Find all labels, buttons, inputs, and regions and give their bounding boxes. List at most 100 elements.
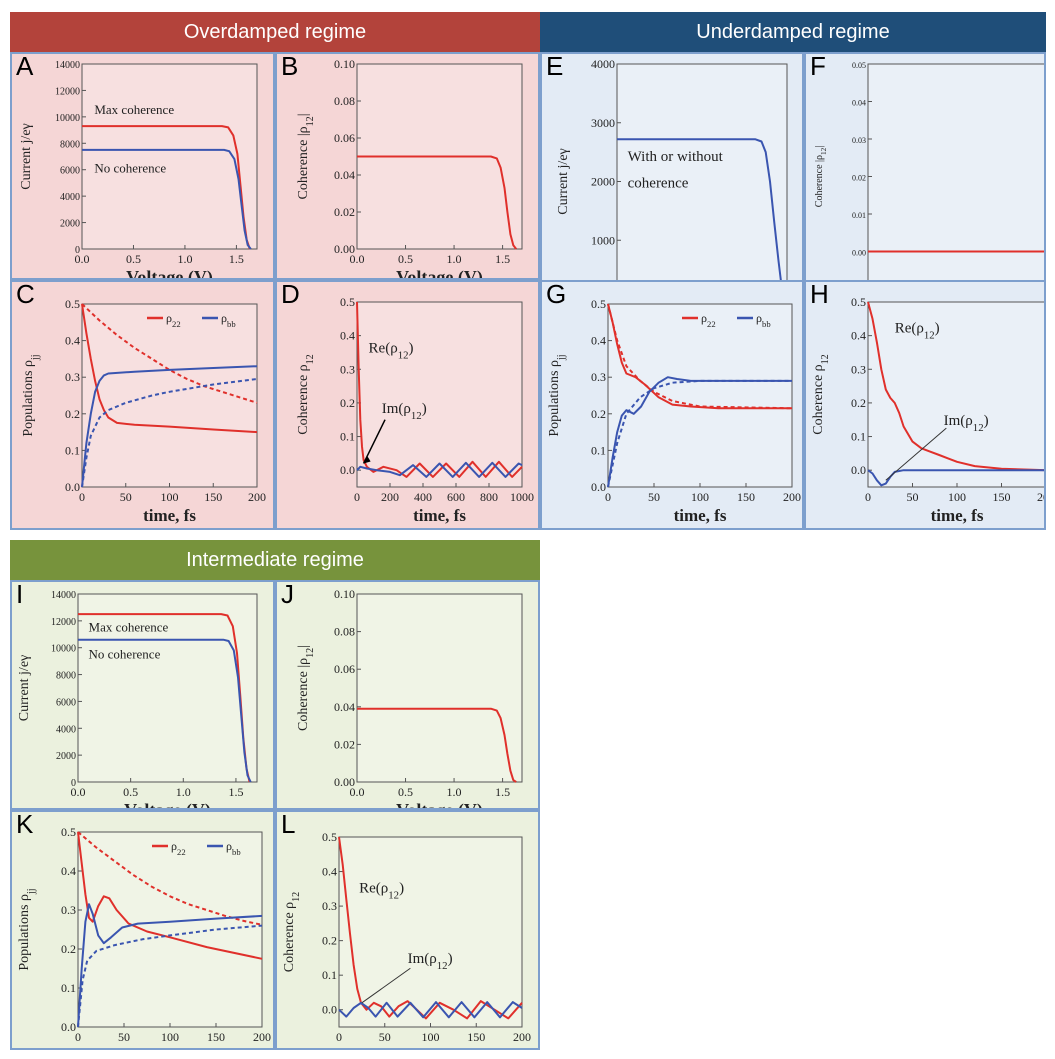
series-line-0 bbox=[867, 301, 1044, 472]
x-tick-label: 0 bbox=[75, 1030, 81, 1044]
y-tick-label: 4000 bbox=[56, 724, 76, 735]
annotation: No coherence bbox=[94, 160, 166, 175]
y-tick-label: 0.4 bbox=[340, 329, 355, 343]
y-axis-label: Coherence |ρ12| bbox=[296, 645, 316, 731]
chart-B: 0.0 0.5 1.0 1.5 0.00 0.02 0.04 0.06 0.08 0.10 Volt… bbox=[296, 57, 523, 280]
y-tick-label: 8000 bbox=[60, 139, 80, 150]
series-line-0 bbox=[357, 707, 517, 783]
y-tick-label: 0.5 bbox=[340, 295, 355, 309]
y-tick-label: 12000 bbox=[55, 86, 80, 97]
x-tick-label: 0 bbox=[336, 1030, 342, 1044]
chart-L: 0 50 100 150 200 0.0 0.1 0.2 0.3 0.4 0.5 time, fs Co… bbox=[282, 830, 531, 1050]
panel-letter: G bbox=[546, 280, 567, 309]
y-axis-label: Current j/eγ bbox=[17, 655, 32, 721]
annotation-arrow bbox=[362, 419, 386, 464]
y-tick-label: 3000 bbox=[591, 116, 615, 130]
x-tick-label: 1.5 bbox=[229, 252, 244, 266]
y-tick-label: 2000 bbox=[60, 219, 80, 230]
x-tick-label: 0.0 bbox=[350, 785, 365, 799]
panel-C: 0 50 100 150 200 0.0 0.1 0.2 0.3 0.4 0.5 time, fs Po… bbox=[10, 280, 275, 530]
y-tick-label: 0.0 bbox=[340, 463, 355, 477]
y-tick-label: 10000 bbox=[51, 644, 76, 655]
y-tick-label: 0.0 bbox=[851, 463, 866, 477]
plot-frame bbox=[356, 593, 523, 783]
panel-letter: E bbox=[546, 52, 564, 81]
y-tick-label: 0.4 bbox=[61, 864, 76, 878]
x-tick-label: 0.5 bbox=[398, 252, 413, 266]
x-tick-label: 1.0 bbox=[176, 785, 191, 799]
y-tick-label: 0.00 bbox=[852, 249, 866, 258]
series-line-1 bbox=[82, 148, 252, 250]
panel-letter: F bbox=[810, 52, 826, 81]
y-tick-label: 0.02 bbox=[334, 737, 355, 751]
x-tick-label: 0.5 bbox=[398, 785, 413, 799]
plot-frame bbox=[356, 301, 523, 488]
y-tick-label: 0.02 bbox=[334, 205, 355, 219]
panel-K: 0 50 100 150 200 0.0 0.1 0.2 0.3 0.4 0.5 time, fs Po… bbox=[10, 810, 275, 1050]
x-tick-label: 200 bbox=[1037, 490, 1046, 504]
y-tick-label: 0.1 bbox=[851, 430, 866, 444]
x-tick-label: 1.0 bbox=[447, 252, 462, 266]
y-tick-label: 14000 bbox=[51, 590, 76, 601]
x-tick-label: 50 bbox=[379, 1030, 391, 1044]
x-axis-label: time, fs bbox=[143, 506, 196, 525]
plot-frame bbox=[338, 836, 523, 1028]
y-tick-label: 0.3 bbox=[322, 899, 337, 913]
x-tick-label: 50 bbox=[907, 490, 919, 504]
x-axis-label: Voltage (V) bbox=[124, 800, 211, 810]
y-tick-label: 6000 bbox=[60, 166, 80, 177]
x-axis-label: time, fs bbox=[404, 1046, 457, 1050]
x-axis-label: time, fs bbox=[674, 506, 727, 525]
chart-D: 0 200 400 600 800 1000 0.0 0.1 0.2 0.3 0.4 0.5 time,… bbox=[296, 295, 534, 525]
x-tick-label: 1000 bbox=[510, 490, 534, 504]
panel-L: 0 50 100 150 200 0.0 0.1 0.2 0.3 0.4 0.5 time, fs Co… bbox=[275, 810, 540, 1050]
series-line-2 bbox=[77, 903, 263, 1028]
y-tick-label: 0.3 bbox=[65, 370, 80, 384]
x-tick-label: 0.0 bbox=[71, 785, 86, 799]
banner-overdamped: Overdamped regime bbox=[10, 12, 540, 52]
y-tick-label: 0.04 bbox=[852, 99, 866, 108]
x-axis-label: time, fs bbox=[931, 506, 984, 525]
series-line-1 bbox=[867, 469, 1044, 487]
y-tick-label: 0.06 bbox=[334, 131, 355, 145]
x-tick-label: 0 bbox=[605, 490, 611, 504]
banner-underdamped-title: Underdamped regime bbox=[696, 21, 890, 43]
series-line-1 bbox=[356, 461, 523, 478]
panel-B: 0.0 0.5 1.0 1.5 0.00 0.02 0.04 0.06 0.08 0.10 Volt… bbox=[275, 52, 540, 280]
annotation: With or without bbox=[628, 149, 724, 165]
panel-letter: H bbox=[810, 280, 829, 309]
series-line-1 bbox=[338, 1001, 523, 1019]
y-tick-label: 0.2 bbox=[61, 942, 76, 956]
series-line-2 bbox=[607, 376, 792, 488]
series-line-0 bbox=[356, 301, 523, 478]
banner-overdamped-title: Overdamped regime bbox=[183, 21, 367, 43]
x-tick-label: 200 bbox=[381, 490, 399, 504]
y-tick-label: 0 bbox=[71, 778, 76, 789]
y-axis-label: Populations ρjj bbox=[21, 354, 41, 436]
x-tick-label: 0.5 bbox=[126, 252, 141, 266]
panel-G: 0 50 100 150 200 0.0 0.1 0.2 0.3 0.4 0.5 time, fs Po… bbox=[540, 280, 804, 530]
panel-A: 0.0 0.5 1.0 1.5 0 2000 4000 6000 8000 10000 12000 1… bbox=[10, 52, 275, 280]
panel-letter: K bbox=[16, 810, 34, 839]
x-tick-label: 0.0 bbox=[75, 252, 90, 266]
series-line-0 bbox=[617, 138, 785, 300]
y-tick-label: 0.10 bbox=[334, 587, 355, 601]
chart-F: 0.00.20.40.60.81.01.21.4-0.010.000.010.0… bbox=[814, 61, 1044, 316]
y-tick-label: 2000 bbox=[591, 175, 615, 189]
x-tick-label: 100 bbox=[161, 490, 179, 504]
y-axis-label: Coherence ρ12 bbox=[811, 354, 831, 434]
y-tick-label: 10000 bbox=[55, 113, 80, 124]
plot-frame bbox=[81, 303, 258, 488]
y-axis-label: Coherence |ρ12| bbox=[814, 146, 828, 207]
y-tick-label: 0.3 bbox=[340, 362, 355, 376]
x-axis-label: Voltage (V) bbox=[396, 267, 483, 280]
x-tick-label: 600 bbox=[447, 490, 465, 504]
panel-letter: J bbox=[281, 580, 294, 609]
series-line-3 bbox=[607, 379, 792, 488]
plot-frame bbox=[607, 303, 793, 488]
x-axis-label: time, fs bbox=[413, 506, 466, 525]
y-tick-label: 0.5 bbox=[322, 830, 337, 844]
series-line-2 bbox=[81, 365, 258, 488]
y-tick-label: 0.03 bbox=[852, 136, 866, 145]
y-axis-label: Current j/eγ bbox=[19, 123, 34, 189]
